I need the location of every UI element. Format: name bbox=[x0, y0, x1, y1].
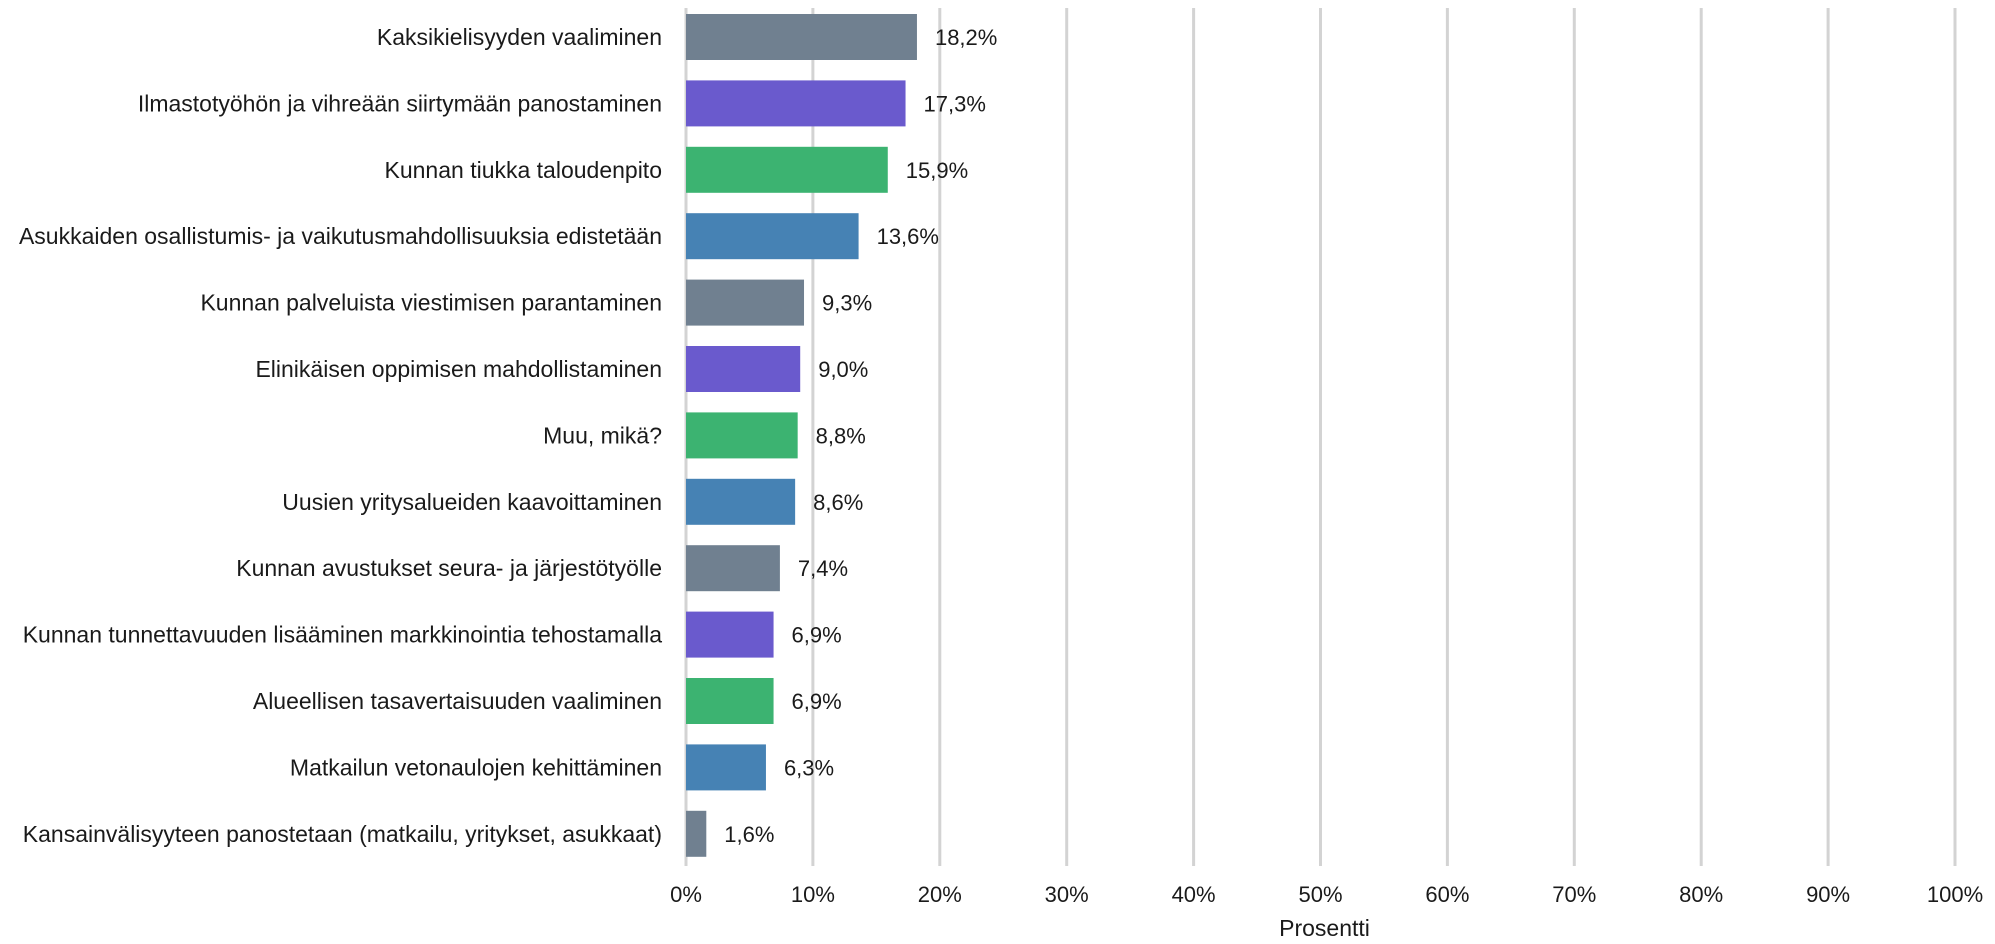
x-tick-label: 100% bbox=[1927, 882, 1983, 907]
bar bbox=[686, 146, 888, 193]
value-label: 9,0% bbox=[818, 357, 868, 382]
bar bbox=[686, 810, 707, 857]
bar bbox=[686, 744, 766, 791]
x-tick-label: 40% bbox=[1172, 882, 1216, 907]
x-tick-label: 10% bbox=[791, 882, 835, 907]
value-label: 13,6% bbox=[877, 224, 939, 249]
value-label: 8,8% bbox=[816, 423, 866, 448]
bar bbox=[686, 14, 917, 60]
category-label: Kunnan palveluista viestimisen parantami… bbox=[200, 290, 662, 316]
bar bbox=[686, 545, 780, 592]
category-label: Ilmastotyöhön ja vihreään siirtymään pan… bbox=[138, 90, 662, 116]
x-tick-label: 0% bbox=[670, 882, 702, 907]
x-tick-label: 50% bbox=[1298, 882, 1342, 907]
value-labels: 18,2% 17,3% 15,9% 13,6% 9,3% 9,0% 8,8% 8,6% 7,4%… bbox=[724, 25, 997, 847]
category-label: Elinikäisen oppimisen mahdollistaminen bbox=[255, 356, 662, 382]
x-tick-label: 30% bbox=[1045, 882, 1089, 907]
value-label: 6,3% bbox=[784, 755, 834, 780]
value-label: 9,3% bbox=[822, 291, 872, 316]
x-axis-title: Prosentti bbox=[1279, 915, 1370, 941]
value-label: 7,4% bbox=[798, 556, 848, 581]
bar bbox=[686, 611, 774, 658]
x-tick-label: 60% bbox=[1425, 882, 1469, 907]
value-label: 6,9% bbox=[792, 689, 842, 714]
bar bbox=[686, 213, 859, 260]
x-tick-label: 70% bbox=[1552, 882, 1596, 907]
value-label: 18,2% bbox=[935, 25, 997, 50]
category-label: Kaksikielisyyden vaaliminen bbox=[377, 24, 662, 50]
value-label: 8,6% bbox=[813, 490, 863, 515]
x-tick-label: 90% bbox=[1806, 882, 1850, 907]
category-label: Alueellisen tasavertaisuuden vaaliminen bbox=[253, 688, 662, 714]
category-label: Kansainvälisyyteen panostetaan (matkailu… bbox=[23, 821, 662, 847]
x-tick-labels: 0% 10% 20% 30% 40% 50% 60% 70% 80% 90% 100% bbox=[670, 882, 1983, 907]
bar bbox=[686, 279, 805, 326]
value-label: 1,6% bbox=[724, 822, 774, 847]
bar bbox=[686, 478, 796, 525]
category-label: Kunnan tiukka taloudenpito bbox=[385, 157, 663, 183]
x-tick-label: 80% bbox=[1679, 882, 1723, 907]
bar bbox=[686, 678, 774, 724]
bar bbox=[686, 412, 798, 459]
category-label: Uusien yritysalueiden kaavoittaminen bbox=[282, 489, 662, 515]
category-label: Matkailun vetonaulojen kehittäminen bbox=[290, 754, 662, 780]
value-label: 17,3% bbox=[924, 91, 986, 116]
category-label: Asukkaiden osallistumis- ja vaikutusmahd… bbox=[19, 223, 662, 249]
grid-lines bbox=[684, 8, 1957, 866]
category-label: Muu, mikä? bbox=[543, 422, 662, 448]
category-label: Kunnan avustukset seura- ja järjestötyöl… bbox=[236, 555, 662, 581]
x-tick-label: 20% bbox=[918, 882, 962, 907]
category-label: Kunnan tunnettavuuden lisääminen markkin… bbox=[23, 622, 663, 648]
category-labels: Kaksikielisyyden vaaliminen Ilmastotyöhön… bbox=[19, 24, 662, 847]
bar bbox=[686, 80, 906, 127]
value-label: 6,9% bbox=[792, 623, 842, 648]
value-label: 15,9% bbox=[906, 158, 968, 183]
bars bbox=[686, 14, 917, 857]
bar bbox=[686, 346, 801, 392]
